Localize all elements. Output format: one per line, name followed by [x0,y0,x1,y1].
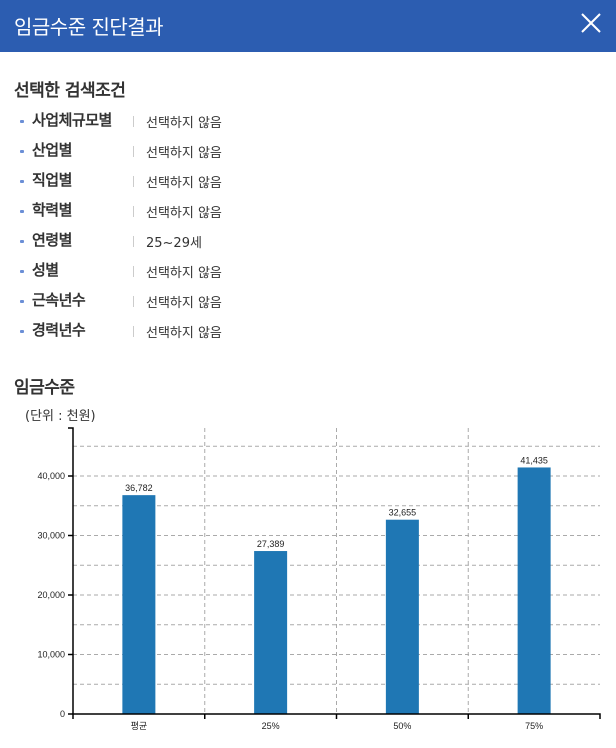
y-tick-label: 40,000 [37,471,65,481]
condition-label: 연령별 [32,231,72,249]
bullet-icon [20,240,24,243]
y-tick-label: 0 [60,709,65,719]
divider [133,236,134,247]
condition-row: 직업별 선택하지 않음 [20,168,420,198]
condition-label: 사업체규모별 [32,111,112,129]
bar [385,519,419,714]
condition-label: 직업별 [32,171,72,189]
condition-label: 산업별 [32,141,72,159]
divider [133,116,134,127]
condition-value: 선택하지 않음 [146,146,222,161]
condition-value: 선택하지 않음 [146,296,222,311]
condition-row: 경력년수 선택하지 않음 [20,318,420,348]
condition-value: 선택하지 않음 [146,326,222,341]
bullet-icon [20,210,24,213]
divider [133,146,134,157]
condition-row: 성별 선택하지 않음 [20,258,420,288]
bullet-icon [20,180,24,183]
close-icon [581,13,601,33]
bar-value-label: 41,435 [520,455,548,465]
condition-label: 학력별 [32,201,72,219]
bar [122,495,156,714]
x-tick-label: 50% [393,721,411,731]
bullet-icon [20,270,24,273]
conditions-title: 선택한 검색조건 [14,81,126,101]
x-tick-label: 75% [525,721,543,731]
y-tick-label: 10,000 [37,650,65,660]
divider [133,296,134,307]
y-tick-label: 30,000 [37,531,65,541]
wage-title: 임금수준 [14,378,75,398]
y-axis [68,427,74,714]
x-tick-label: 25% [262,721,280,731]
y-tick-label: 20,000 [37,590,65,600]
bar-value-label: 27,389 [257,539,285,549]
divider [133,266,134,277]
dialog-title: 임금수준 진단결과 [14,15,164,39]
condition-row: 학력별 선택하지 않음 [20,198,420,228]
divider [133,326,134,337]
condition-value: 선택하지 않음 [146,116,222,131]
x-tick-label: 평균 [131,721,148,731]
condition-value: 25~29세 [146,236,202,251]
condition-value: 선택하지 않음 [146,206,222,221]
conditions-list: 사업체규모별 선택하지 않음 산업별 선택하지 않음 직업별 선택하지 않음 학력별 선택하지… [20,108,420,348]
wage-bar-chart: 36,782 평균 27,389 25% 32,655 50% 41,435 75% 0 10,0… [0,420,616,748]
bar [517,467,551,714]
condition-value: 선택하지 않음 [146,176,222,191]
condition-label: 성별 [32,261,59,279]
condition-row: 산업별 선택하지 않음 [20,138,420,168]
close-button[interactable] [580,12,602,34]
divider [133,206,134,217]
condition-label: 근속년수 [32,291,86,309]
condition-row: 근속년수 선택하지 않음 [20,288,420,318]
bullet-icon [20,120,24,123]
condition-row: 사업체규모별 선택하지 않음 [20,108,420,138]
bar-value-label: 36,782 [125,483,153,493]
divider [133,176,134,187]
unit-label: (단위 : 천원) [25,409,96,424]
condition-label: 경력년수 [32,321,86,339]
condition-value: 선택하지 않음 [146,266,222,281]
condition-row: 연령별 25~29세 [20,228,420,258]
dialog-header: 임금수준 진단결과 [0,0,616,52]
chart-canvas: 36,782 평균 27,389 25% 32,655 50% 41,435 75% 0 10,0… [37,427,601,731]
bar-value-label: 32,655 [389,508,417,518]
bullet-icon [20,330,24,333]
bullet-icon [20,300,24,303]
bullet-icon [20,150,24,153]
bar [254,551,288,714]
